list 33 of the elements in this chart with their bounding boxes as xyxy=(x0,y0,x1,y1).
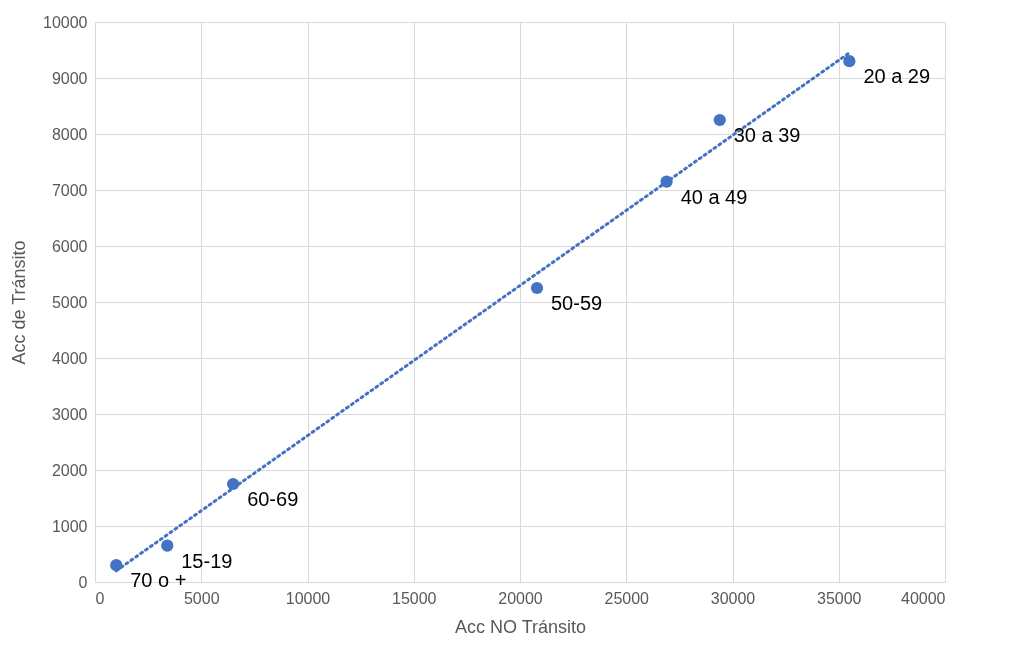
y-tick-label: 3000 xyxy=(51,405,88,423)
x-tick-label: 15000 xyxy=(392,589,437,607)
y-tick-label: 4000 xyxy=(51,349,88,367)
y-tick-label: 6000 xyxy=(51,237,88,255)
y-tick-label: 7000 xyxy=(51,181,88,199)
x-tick-label: 30000 xyxy=(710,589,756,607)
y-tick-label: 0 xyxy=(78,573,88,591)
y-tick-label: 8000 xyxy=(51,125,88,143)
annotation: 50-59 xyxy=(551,292,603,314)
annotation: 60-69 xyxy=(247,488,299,510)
x-tick-label: 25000 xyxy=(604,589,650,607)
x-tick-label: 10000 xyxy=(285,589,331,607)
y-tick-label: 2000 xyxy=(51,461,88,479)
point xyxy=(843,55,856,68)
x-tick-label: 40000 xyxy=(901,589,946,607)
annotation: 40 a 49 xyxy=(680,185,748,208)
y-tick-label: 5000 xyxy=(51,293,88,311)
annotation: 15-19 xyxy=(181,549,233,572)
y-tick-label: 1000 xyxy=(51,517,88,535)
annotation: 20 a 29 xyxy=(863,65,931,88)
y-axis-title: Acc de Tránsito xyxy=(9,240,30,365)
point xyxy=(713,113,726,127)
point xyxy=(161,539,174,552)
x-axis-title: Acc NO Tránsito xyxy=(454,616,587,637)
x-tick-label: 0 xyxy=(95,589,105,607)
point xyxy=(530,281,544,295)
x-tick-label: 35000 xyxy=(817,589,862,607)
y-tick-label: 9000 xyxy=(51,69,88,87)
annotation: 70 o + xyxy=(130,569,187,592)
x-tick-label: 5000 xyxy=(183,589,220,607)
x-tick-label: 20000 xyxy=(498,589,543,607)
y-tick-label: 10000 xyxy=(43,13,88,31)
annotation: 30 a 39 xyxy=(733,124,801,146)
